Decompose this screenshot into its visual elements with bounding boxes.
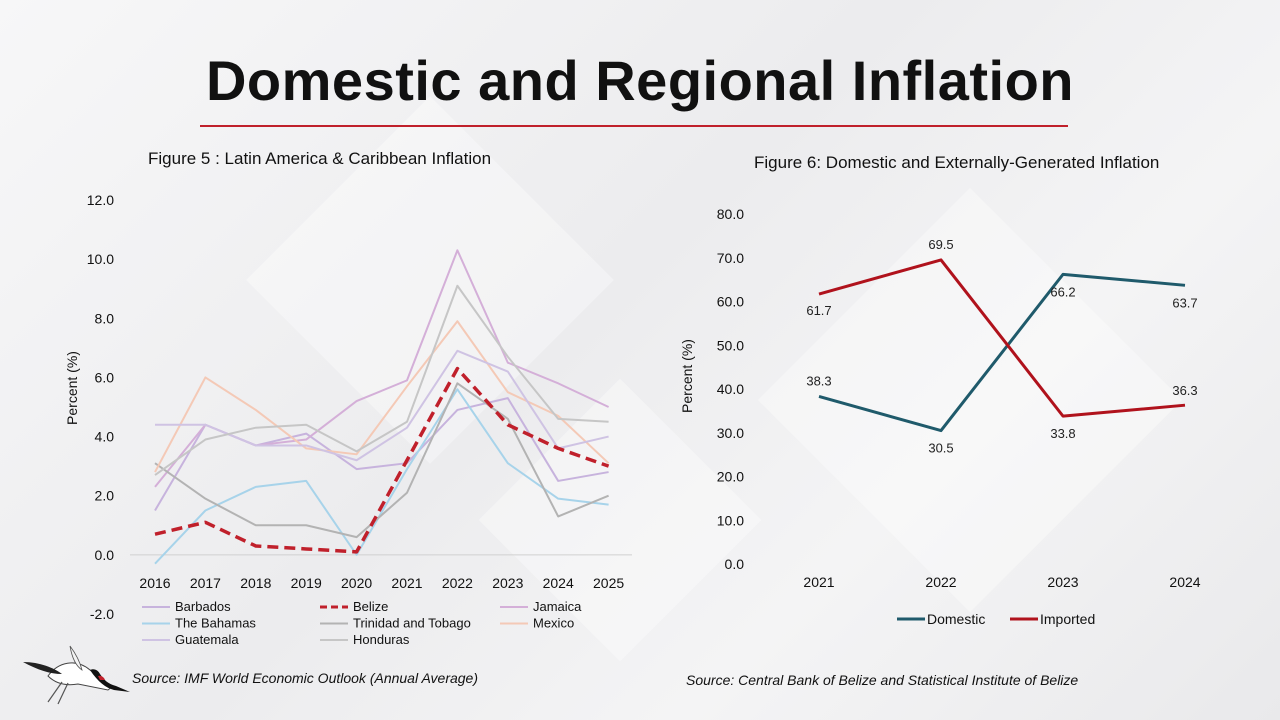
figure5-source: Source: IMF World Economic Outlook (Annu… bbox=[132, 670, 479, 686]
fig5-ytick-label: 2.0 bbox=[95, 488, 115, 504]
fig5-legend-label: Mexico bbox=[533, 616, 574, 631]
fig6-xtick-label: 2021 bbox=[803, 574, 834, 590]
fig6-series-line-domestic bbox=[818, 272, 1186, 433]
fig5-legend-label: Barbados bbox=[175, 599, 231, 614]
fig5-xtick-label: 2018 bbox=[240, 575, 271, 591]
fig5-legend-label: Honduras bbox=[353, 632, 410, 647]
fig6-ytick-label: 60.0 bbox=[717, 294, 744, 310]
fig5-ytick-label: -2.0 bbox=[90, 606, 114, 622]
fig6-data-label-imported: 33.8 bbox=[1050, 426, 1075, 441]
page-title: Domestic and Regional Inflation bbox=[205, 49, 1075, 112]
fig6-series-line-imported bbox=[818, 258, 1186, 418]
jabiru-bird-logo bbox=[23, 645, 130, 705]
figure6-title: Figure 6: Domestic and Externally-Genera… bbox=[754, 153, 1160, 172]
fig5-xtick-label: 2020 bbox=[341, 575, 372, 591]
fig6-data-label-imported: 69.5 bbox=[928, 237, 953, 252]
fig5-xtick-label: 2025 bbox=[593, 575, 624, 591]
fig5-series-line-belize bbox=[154, 366, 610, 554]
fig6-ytick-label: 20.0 bbox=[717, 469, 744, 485]
fig5-ytick-label: 8.0 bbox=[95, 310, 115, 326]
figure6-source: Source: Central Bank of Belize and Stati… bbox=[686, 672, 1079, 688]
fig5-xtick-label: 2019 bbox=[291, 575, 322, 591]
fig5-ylabel: Percent (%) bbox=[64, 351, 80, 425]
figure6-chart: 0.0 10.0 20.0 30.0 40.0 50.0 60.0 70.0 80.0 2021 2… bbox=[679, 206, 1201, 627]
fig6-data-label-domestic: 63.7 bbox=[1172, 295, 1197, 310]
fig6-ytick-label: 40.0 bbox=[717, 381, 744, 397]
fig6-ytick-label: 50.0 bbox=[717, 337, 744, 353]
fig6-data-label-domestic: 38.3 bbox=[806, 373, 831, 388]
fig6-data-label-imported: 61.7 bbox=[806, 303, 831, 318]
fig5-ytick-label: 4.0 bbox=[95, 429, 115, 445]
fig6-legend-label: Domestic bbox=[927, 611, 985, 627]
fig6-data-label-imported: 36.3 bbox=[1172, 383, 1197, 398]
fig5-series-line-mexico bbox=[154, 320, 610, 473]
figure5-title: Figure 5 : Latin America & Caribbean Inf… bbox=[148, 149, 492, 168]
fig6-xtick-label: 2023 bbox=[1047, 574, 1078, 590]
fig6-xtick-label: 2022 bbox=[925, 574, 956, 590]
fig5-ytick-label: 12.0 bbox=[87, 192, 114, 208]
fig5-xtick-label: 2023 bbox=[492, 575, 523, 591]
fig6-ytick-label: 70.0 bbox=[717, 250, 744, 266]
fig6-ytick-label: 80.0 bbox=[717, 206, 744, 222]
fig6-data-label-domestic: 30.5 bbox=[928, 441, 953, 456]
fig6-ytick-label: 0.0 bbox=[725, 556, 745, 572]
fig5-ytick-label: 6.0 bbox=[95, 369, 115, 385]
fig5-series-line-the-bahamas bbox=[154, 388, 609, 565]
fig5-legend-label: Belize bbox=[353, 599, 388, 614]
fig5-series-line-barbados bbox=[154, 397, 609, 512]
fig5-ytick-label: 10.0 bbox=[87, 251, 114, 267]
fig6-ytick-label: 30.0 bbox=[717, 425, 744, 441]
fig5-series-line-trinidad-and-tobago bbox=[154, 382, 609, 539]
fig6-xtick-label: 2024 bbox=[1169, 574, 1200, 590]
fig6-data-label-domestic: 66.2 bbox=[1050, 284, 1075, 299]
fig5-xtick-label: 2021 bbox=[391, 575, 422, 591]
fig5-ytick-label: 0.0 bbox=[95, 547, 115, 563]
fig5-xtick-label: 2024 bbox=[543, 575, 574, 591]
figure5-chart: -2.0 0.0 2.0 4.0 6.0 8.0 10.0 12.0 2016 2017 2018 2… bbox=[64, 192, 632, 647]
fig5-xtick-label: 2022 bbox=[442, 575, 473, 591]
fig6-ytick-label: 10.0 bbox=[717, 512, 744, 528]
fig5-xtick-label: 2016 bbox=[139, 575, 170, 591]
fig5-legend-label: Trinidad and Tobago bbox=[353, 616, 471, 631]
fig5-series-line-guatemala bbox=[155, 349, 609, 462]
fig5-legend-label: The Bahamas bbox=[175, 616, 256, 631]
fig5-legend-label: Guatemala bbox=[175, 632, 239, 647]
fig5-legend-label: Jamaica bbox=[533, 599, 582, 614]
fig6-ylabel: Percent (%) bbox=[679, 339, 695, 413]
fig5-xtick-label: 2017 bbox=[190, 575, 221, 591]
fig5-series-line-honduras bbox=[154, 284, 609, 476]
fig6-legend-label: Imported bbox=[1040, 611, 1095, 627]
title-divider bbox=[200, 125, 1068, 127]
